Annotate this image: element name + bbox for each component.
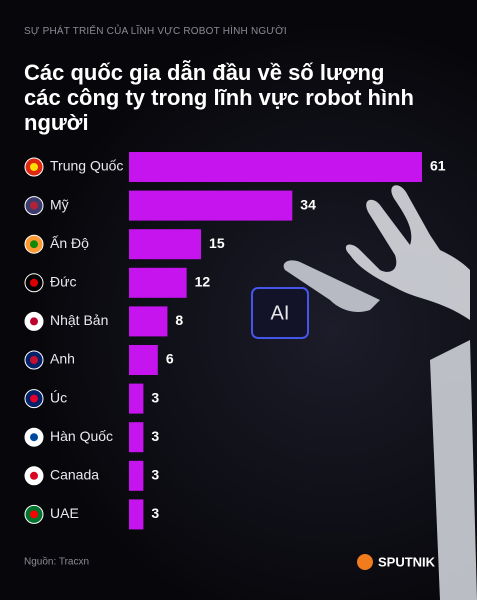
bar	[129, 460, 144, 491]
category-label: Nhật Bản	[50, 312, 108, 328]
category-label: Hàn Quốc	[50, 428, 113, 444]
flag-center	[30, 201, 38, 210]
subtitle: SỰ PHÁT TRIỂN CỦA LĨNH VỰC ROBOT HÌNH NG…	[24, 26, 287, 37]
value-label: 3	[151, 428, 159, 444]
flag-center	[30, 394, 38, 403]
bar	[129, 190, 293, 221]
category-label: Canada	[50, 467, 99, 483]
chip	[251, 287, 309, 339]
brand-logo	[357, 554, 373, 570]
category-label: Đức	[50, 274, 76, 290]
source: Nguồn: Tracxn	[24, 556, 89, 568]
value-label: 61	[430, 158, 446, 174]
value-label: 12	[195, 274, 211, 290]
bar	[129, 152, 422, 182]
bar	[129, 229, 202, 260]
flag-center	[30, 278, 38, 287]
flag-center	[30, 356, 38, 364]
category-label: Anh	[50, 351, 75, 367]
bar	[129, 345, 158, 375]
category-label: Úc	[50, 389, 67, 405]
category-label: Ấn Độ	[50, 235, 89, 251]
flag-center	[30, 163, 38, 171]
bar	[129, 306, 168, 337]
value-label: 6	[166, 351, 174, 367]
bar	[129, 267, 187, 298]
flag-center	[30, 433, 38, 442]
chip-label: AI	[271, 302, 290, 324]
bar	[129, 499, 144, 530]
value-label: 8	[175, 312, 183, 328]
brand: SPUTNIK	[378, 554, 436, 569]
value-label: 15	[209, 235, 225, 251]
flag-center	[30, 240, 38, 249]
value-label: 3	[151, 505, 159, 521]
bar	[129, 422, 144, 453]
category-label: Mỹ	[50, 196, 69, 212]
flag-center	[30, 317, 38, 326]
robot-hand: AI	[251, 185, 477, 600]
value-label: 3	[151, 467, 159, 483]
category-label: UAE	[50, 505, 79, 521]
chart-title: Các quốc gia dẫn đầu về số lượng các côn…	[24, 60, 414, 135]
flag-center	[30, 471, 38, 480]
flag-center	[30, 510, 38, 519]
bar	[129, 383, 144, 414]
category-label: Trung Quốc	[50, 158, 123, 174]
value-label: 34	[300, 196, 316, 212]
value-label: 3	[151, 389, 159, 405]
